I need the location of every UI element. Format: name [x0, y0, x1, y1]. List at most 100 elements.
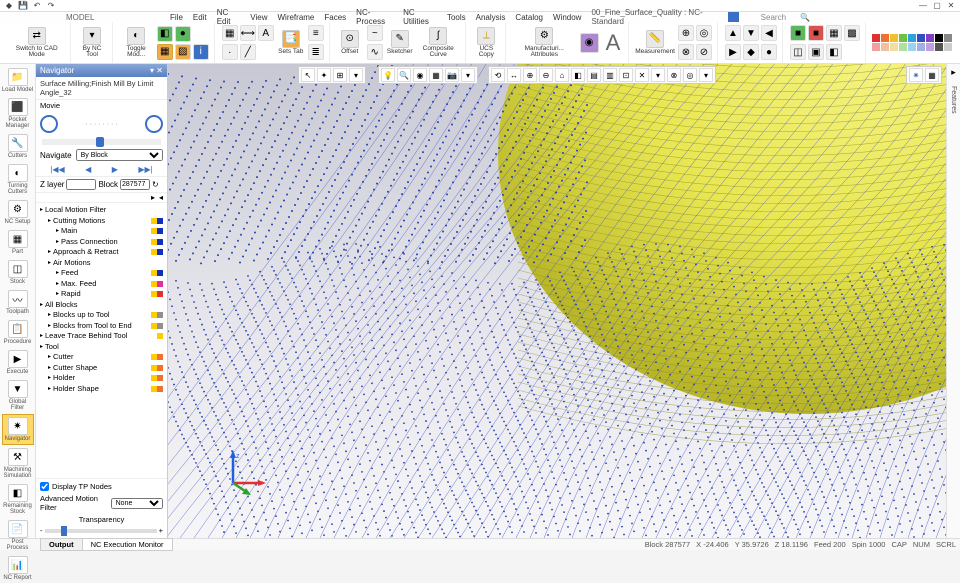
search-label[interactable]: Search [761, 13, 786, 22]
axis-gizmo[interactable]: z [218, 448, 268, 498]
tree-node[interactable]: ▸ Rapid [38, 289, 165, 300]
undo-icon[interactable]: ↶ [32, 1, 42, 11]
features-label[interactable]: Features [950, 86, 957, 114]
float-toolbar-3[interactable]: ⟲↔⊕⊖⌂◧▤▥⊡✕▾⊗◎▾ [488, 66, 716, 84]
layer2-icon[interactable]: ≣ [308, 44, 324, 60]
g6-icon[interactable]: ▣ [808, 44, 824, 60]
left-navigator[interactable]: ✷Navigator [2, 414, 34, 445]
offset-button[interactable]: ⊙Offset [336, 24, 364, 62]
color-palette[interactable] [872, 34, 952, 51]
g3-icon[interactable]: ▦ [826, 25, 842, 41]
navigate-select[interactable]: By Block [76, 149, 163, 161]
v5-icon[interactable]: ◆ [743, 44, 759, 60]
ft4-2-icon[interactable]: ▦ [925, 68, 939, 82]
ft3-2-icon[interactable]: ↔ [507, 68, 521, 82]
info-icon[interactable]: i [193, 44, 209, 60]
by-nc-tool-button[interactable]: ▾By NC Tool [77, 24, 108, 62]
ft3-8-icon[interactable]: ▥ [603, 68, 617, 82]
font-a-icon[interactable]: A [602, 30, 625, 56]
m1-icon[interactable]: ⊕ [678, 25, 694, 41]
float-toolbar-2[interactable]: 💡🔍◉▦📷▾ [378, 66, 478, 84]
play-fwd-icon[interactable] [145, 115, 163, 133]
dim-icon[interactable]: ⟷ [240, 25, 256, 41]
tree-node[interactable]: ▸ All Blocks [38, 300, 165, 311]
m4-icon[interactable]: ⊘ [696, 44, 712, 60]
ft3-6-icon[interactable]: ◧ [571, 68, 585, 82]
v3-icon[interactable]: ◀ [761, 25, 777, 41]
display-tp-checkbox[interactable]: Display TP Nodes [40, 482, 163, 491]
ft2-5-icon[interactable]: 📷 [445, 68, 459, 82]
next-icon[interactable]: ▶ [112, 165, 118, 174]
tree-node[interactable]: ▸ Max. Feed [38, 279, 165, 290]
left-part[interactable]: ▦Part [2, 228, 34, 257]
tree-node[interactable]: ▸ Pass Connection [38, 237, 165, 248]
prev-icon[interactable]: ◀ [85, 165, 91, 174]
ft1-2-icon[interactable]: ✦ [317, 68, 331, 82]
ft3-12-icon[interactable]: ⊗ [667, 68, 681, 82]
left-turning-cutters[interactable]: ◐TurningCutters [2, 162, 34, 197]
tree-node[interactable]: ▸ Leave Trace Behind Tool [38, 331, 165, 342]
viewport-3d[interactable]: ↖✦⊞▾ 💡🔍◉▦📷▾ ⟲↔⊕⊖⌂◧▤▥⊡✕▾⊗◎▾ ✷▦ z [168, 64, 946, 538]
ft3-4-icon[interactable]: ⊖ [539, 68, 553, 82]
ft3-9-icon[interactable]: ⊡ [619, 68, 633, 82]
left-post-process[interactable]: 📄Post Process [2, 518, 34, 553]
left-load-model[interactable]: 📁Load Model [2, 66, 34, 95]
left-stock[interactable]: ◫Stock [2, 258, 34, 287]
menu-wireframe[interactable]: Wireframe [277, 13, 314, 22]
v2-icon[interactable]: ▼ [743, 25, 759, 41]
movie-slider[interactable] [42, 139, 161, 145]
ft3-14-icon[interactable]: ▾ [699, 68, 713, 82]
g5-icon[interactable]: ◫ [790, 44, 806, 60]
ft3-11-icon[interactable]: ▾ [651, 68, 665, 82]
left-toolpath[interactable]: 〰Toolpath [2, 288, 34, 317]
menu-faces[interactable]: Faces [324, 13, 346, 22]
ft3-5-icon[interactable]: ⌂ [555, 68, 569, 82]
sketcher-button[interactable]: ✎Sketcher [386, 24, 414, 62]
refresh-icon[interactable]: ↻ [152, 180, 159, 189]
block-input[interactable] [120, 179, 150, 190]
view-sphere-icon[interactable]: ● [175, 26, 191, 42]
minimize-icon[interactable]: — [918, 1, 928, 11]
left-execute[interactable]: ▶Execute [2, 348, 34, 377]
sets-tab-button[interactable]: 📑Sets Tab [277, 24, 305, 62]
grid-icon[interactable]: ▦ [222, 25, 238, 41]
menu-edit[interactable]: Edit [193, 13, 207, 22]
tree-node[interactable]: ▸ Local Motion Filter [38, 205, 165, 216]
menu-window[interactable]: Window [553, 13, 581, 22]
text-icon[interactable]: A [258, 25, 274, 41]
right-expand-icon[interactable]: ▸ [948, 66, 960, 78]
left-procedure[interactable]: 📋Procedure [2, 318, 34, 347]
left-machining-simulation[interactable]: ⚒MachiningSimulation [2, 446, 34, 481]
point-icon[interactable]: · [222, 44, 238, 60]
ft3-7-icon[interactable]: ▤ [587, 68, 601, 82]
search-icon[interactable]: 🔍 [800, 13, 810, 22]
tree-node[interactable]: ▸ Cutter Shape [38, 363, 165, 374]
switch-cad-button[interactable]: ⇄Switch to CAD Mode [8, 24, 66, 62]
float-toolbar-1[interactable]: ↖✦⊞▾ [298, 66, 366, 84]
tree-node[interactable]: ▸ Tool [38, 342, 165, 353]
float-toolbar-4[interactable]: ✷▦ [906, 66, 942, 84]
menu-view[interactable]: View [250, 13, 267, 22]
ucs-button[interactable]: ⟂UCS Copy [472, 24, 501, 62]
m3-icon[interactable]: ⊗ [678, 44, 694, 60]
left-nc-setup[interactable]: ⚙NC Setup [2, 198, 34, 227]
ft3-1-icon[interactable]: ⟲ [491, 68, 505, 82]
layer-icon[interactable]: ≡ [308, 25, 324, 41]
toggle-button[interactable]: ◐Toggle Mod... [119, 24, 154, 62]
tree-node[interactable]: ▸ Blocks from Tool to End [38, 321, 165, 332]
left-pocket-manager[interactable]: ⬛PocketManager [2, 96, 34, 131]
tree-collapse-icon[interactable]: ◂ [159, 193, 163, 202]
play-back-icon[interactable] [40, 115, 58, 133]
purple-icon[interactable]: ◉ [580, 33, 599, 53]
g4-icon[interactable]: ▩ [844, 25, 860, 41]
ft2-3-icon[interactable]: ◉ [413, 68, 427, 82]
wire-icon[interactable]: ▨ [175, 44, 191, 60]
tree-node[interactable]: ▸ Approach & Retract [38, 247, 165, 258]
menu-catalog[interactable]: Catalog [515, 13, 543, 22]
zlayer-input[interactable] [66, 179, 96, 190]
left-cutters[interactable]: 🔧Cutters [2, 132, 34, 161]
g2-icon[interactable]: ■ [808, 25, 824, 41]
menu-tools[interactable]: Tools [447, 13, 466, 22]
first-icon[interactable]: |◀◀ [50, 165, 64, 174]
tree-node[interactable]: ▸ Air Motions [38, 258, 165, 269]
